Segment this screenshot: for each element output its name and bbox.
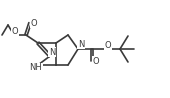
Text: O: O bbox=[93, 57, 99, 65]
Text: N: N bbox=[78, 39, 84, 49]
Text: N: N bbox=[49, 48, 55, 57]
Text: O: O bbox=[31, 19, 37, 28]
Text: O: O bbox=[105, 40, 111, 49]
Text: NH: NH bbox=[30, 64, 42, 73]
Text: O: O bbox=[12, 26, 18, 35]
